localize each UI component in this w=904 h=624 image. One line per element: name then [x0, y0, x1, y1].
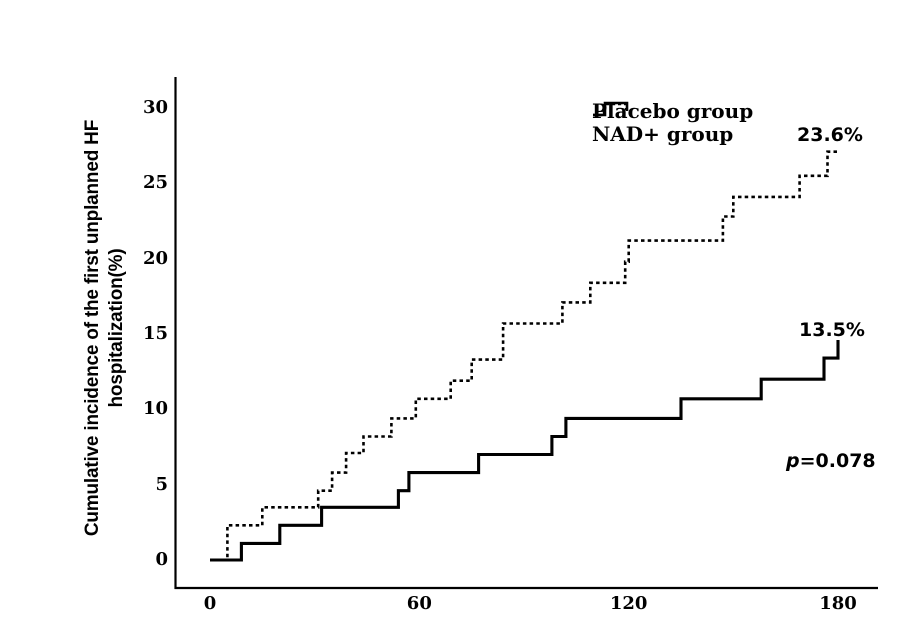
nad-solid-step-icon	[593, 101, 629, 117]
x-tick-label: 60	[406, 593, 432, 614]
legend: Placebo group NAD+ group	[592, 99, 753, 146]
y-tick-label: 25	[142, 172, 168, 194]
x-tick-label: 120	[609, 593, 648, 614]
y-tick-label: 10	[142, 398, 168, 420]
legend-label-nad: NAD+ group	[592, 121, 734, 146]
y-tick-label: 20	[142, 247, 168, 269]
placebo-curve	[210, 150, 838, 562]
x-tick-label: 180	[819, 593, 857, 614]
x-tick-label: 0	[203, 593, 217, 614]
legend-item-nad: NAD+ group	[592, 101, 753, 146]
y-tick-label: 15	[142, 323, 168, 344]
y-axis-label-line1: Cumulative incidence of the first unplan…	[82, 119, 103, 537]
annotation-placebo-pct: 23.6%	[797, 124, 863, 146]
annotation-nad-pct: 13.5%	[799, 319, 865, 341]
p-value-number: =0.078	[799, 450, 876, 472]
annotation-p-value: p=0.078	[786, 450, 876, 472]
nad-curve	[210, 340, 840, 562]
p-value-symbol: p	[786, 450, 800, 472]
y-tick-label: 5	[155, 473, 168, 495]
y-tick-label: 30	[142, 97, 168, 118]
y-tick-label: 0	[155, 549, 168, 570]
